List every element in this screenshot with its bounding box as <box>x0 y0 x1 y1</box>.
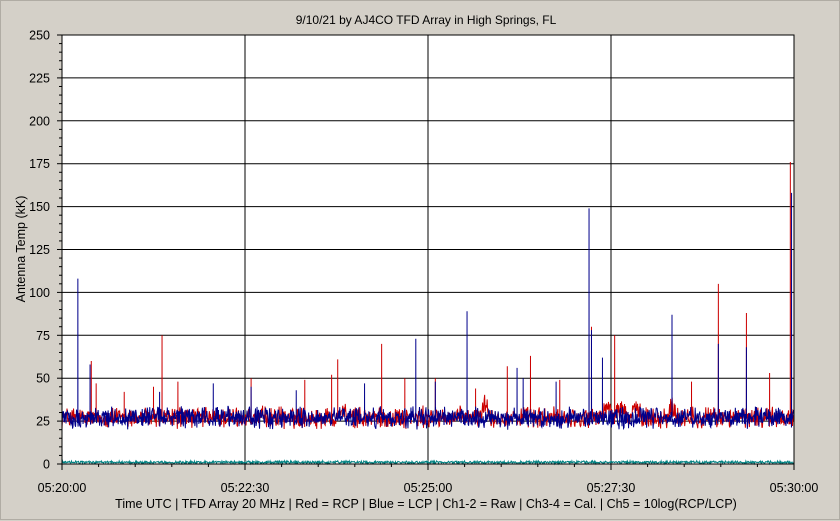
chart-title: 9/10/21 by AJ4CO TFD Array in High Sprin… <box>296 13 557 27</box>
y-tick-label: 200 <box>29 114 50 128</box>
series-ch5 <box>61 458 795 466</box>
x-tick-label: 05:25:00 <box>404 481 453 495</box>
y-tick-label: 50 <box>36 372 50 386</box>
series-line-ch5 <box>61 458 795 466</box>
y-tick-label: 25 <box>36 415 50 429</box>
x-tick-labels: 05:20:00 05:22:30 05:25:00 05:27:30 05:30:00 <box>38 481 819 495</box>
y-tick-label: 75 <box>36 329 50 343</box>
y-tick-label: 0 <box>43 458 50 472</box>
x-tick-label: 05:30:00 <box>770 481 819 495</box>
x-axis-label: Time UTC | TFD Array 20 MHz | Red = RCP … <box>115 497 737 511</box>
y-tick-labels: 0 25 50 75 100 125 150 175 200 225 250 <box>29 29 50 472</box>
x-tick-label: 05:20:00 <box>38 481 87 495</box>
series-layer <box>61 161 795 466</box>
x-tick-label: 05:22:30 <box>221 481 270 495</box>
series-lcp <box>61 192 795 431</box>
y-tick-label: 225 <box>29 71 50 85</box>
y-axis-label: Antenna Temp (kK) <box>14 196 28 303</box>
x-tick-label: 05:27:30 <box>587 481 636 495</box>
y-tick-label: 175 <box>29 157 50 171</box>
axis-ticks <box>57 34 795 470</box>
series-line-lcp <box>61 192 795 431</box>
y-tick-label: 125 <box>29 243 50 257</box>
grid-lines <box>62 35 794 464</box>
y-tick-label: 250 <box>29 29 50 43</box>
y-tick-label: 150 <box>29 200 50 214</box>
y-tick-label: 100 <box>29 286 50 300</box>
